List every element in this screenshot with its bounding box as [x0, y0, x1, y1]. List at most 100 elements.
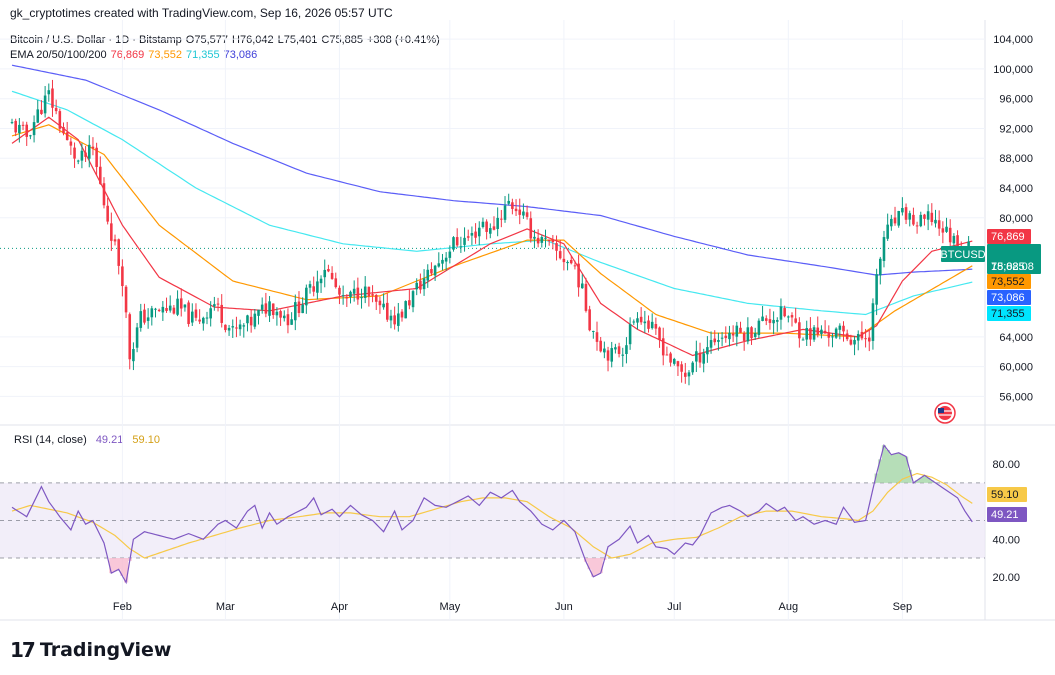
- candle: [455, 228, 459, 248]
- candle-body: [360, 297, 363, 299]
- candle-body: [952, 235, 956, 244]
- candle: [628, 317, 632, 350]
- candle-body: [617, 346, 621, 354]
- candle: [205, 311, 209, 325]
- candle: [632, 319, 636, 325]
- candle-body: [249, 316, 253, 326]
- candle-body: [628, 324, 632, 345]
- ema100-badge-text: 71,355: [991, 308, 1025, 320]
- candles: [10, 79, 974, 386]
- ema-label[interactable]: EMA 20/50/100/200: [10, 49, 107, 61]
- candle-body: [724, 335, 728, 339]
- candle-body: [40, 109, 43, 114]
- candle-body: [99, 166, 102, 184]
- candle: [58, 108, 62, 134]
- candle: [879, 256, 882, 285]
- candle: [62, 122, 65, 136]
- candle: [698, 342, 702, 368]
- candle-body: [599, 340, 602, 352]
- candle-body: [257, 309, 260, 316]
- candle-body: [522, 211, 525, 216]
- candle-body: [271, 303, 275, 316]
- candle-body: [389, 315, 393, 321]
- time-tick-label: May: [439, 601, 460, 613]
- countdown-text: 18:02:08: [991, 261, 1034, 273]
- candle-body: [117, 239, 120, 266]
- candle-body: [485, 221, 488, 232]
- candle: [555, 235, 558, 261]
- candle: [672, 357, 676, 366]
- rsi-oversold-fill: [109, 558, 607, 583]
- candle: [724, 326, 728, 343]
- candle-body: [253, 313, 257, 327]
- candle: [360, 288, 363, 309]
- candle: [271, 303, 275, 319]
- candle: [658, 326, 661, 348]
- candle-body: [448, 251, 452, 258]
- candle: [750, 326, 753, 345]
- candle-body: [32, 122, 36, 136]
- candle-body: [698, 352, 702, 363]
- rsi-badge-text: 49.21: [991, 509, 1019, 521]
- candle: [87, 135, 91, 168]
- candle-body: [540, 237, 544, 243]
- candle: [919, 211, 923, 228]
- candle-body: [610, 348, 614, 362]
- candle: [702, 348, 705, 373]
- rsi-label[interactable]: RSI (14, close): [14, 434, 87, 446]
- candle-body: [415, 282, 419, 290]
- candle-body: [14, 120, 17, 133]
- candle: [165, 297, 168, 313]
- candle: [36, 100, 40, 124]
- candle: [290, 312, 293, 325]
- candle-body: [113, 239, 117, 242]
- candle: [102, 177, 106, 209]
- candle: [831, 332, 834, 348]
- candle: [176, 290, 179, 317]
- symbol-name[interactable]: Bitcoin / U.S. Dollar · 1D · Bitstamp: [10, 34, 182, 46]
- candle: [433, 264, 437, 281]
- candle-body: [65, 132, 69, 141]
- candle-body: [908, 213, 912, 220]
- candle-body: [827, 332, 831, 338]
- rsi-pane: [0, 443, 985, 585]
- ema-lines: [11, 64, 973, 357]
- candle: [775, 317, 779, 332]
- candle-body: [665, 354, 669, 356]
- candle: [853, 335, 856, 356]
- candle-body: [227, 327, 231, 331]
- last-price-badge-text: 75,885: [991, 261, 1025, 273]
- candle-body: [216, 303, 220, 305]
- candle: [183, 304, 187, 312]
- candle-body: [680, 364, 683, 372]
- candle-body: [915, 225, 919, 227]
- candle: [558, 240, 562, 260]
- candle: [441, 253, 444, 271]
- candle: [444, 252, 448, 271]
- candle-body: [834, 328, 838, 338]
- candle: [367, 286, 371, 307]
- candle: [536, 229, 540, 248]
- candle: [809, 317, 812, 346]
- candle-body: [76, 160, 80, 162]
- candle: [422, 269, 426, 296]
- candle-body: [58, 111, 62, 129]
- candle-body: [860, 331, 864, 339]
- chart-attribution: gk_cryptotimes created with TradingView.…: [10, 6, 393, 20]
- tradingview-logo[interactable]: 17 TradingView: [10, 638, 171, 662]
- candle-body: [452, 237, 455, 250]
- candle: [514, 199, 518, 217]
- candle: [389, 309, 393, 329]
- candle: [466, 229, 470, 241]
- candle-body: [382, 303, 385, 308]
- candle-body: [338, 287, 341, 295]
- candle-body: [893, 217, 897, 224]
- candle-body: [691, 362, 694, 373]
- candle-body: [316, 281, 319, 293]
- candle-body: [352, 288, 356, 294]
- rsi-legend: RSI (14, close) 49.21 59.10: [14, 434, 166, 446]
- candle-body: [518, 209, 522, 215]
- candle-body: [128, 314, 132, 360]
- candle: [330, 266, 334, 280]
